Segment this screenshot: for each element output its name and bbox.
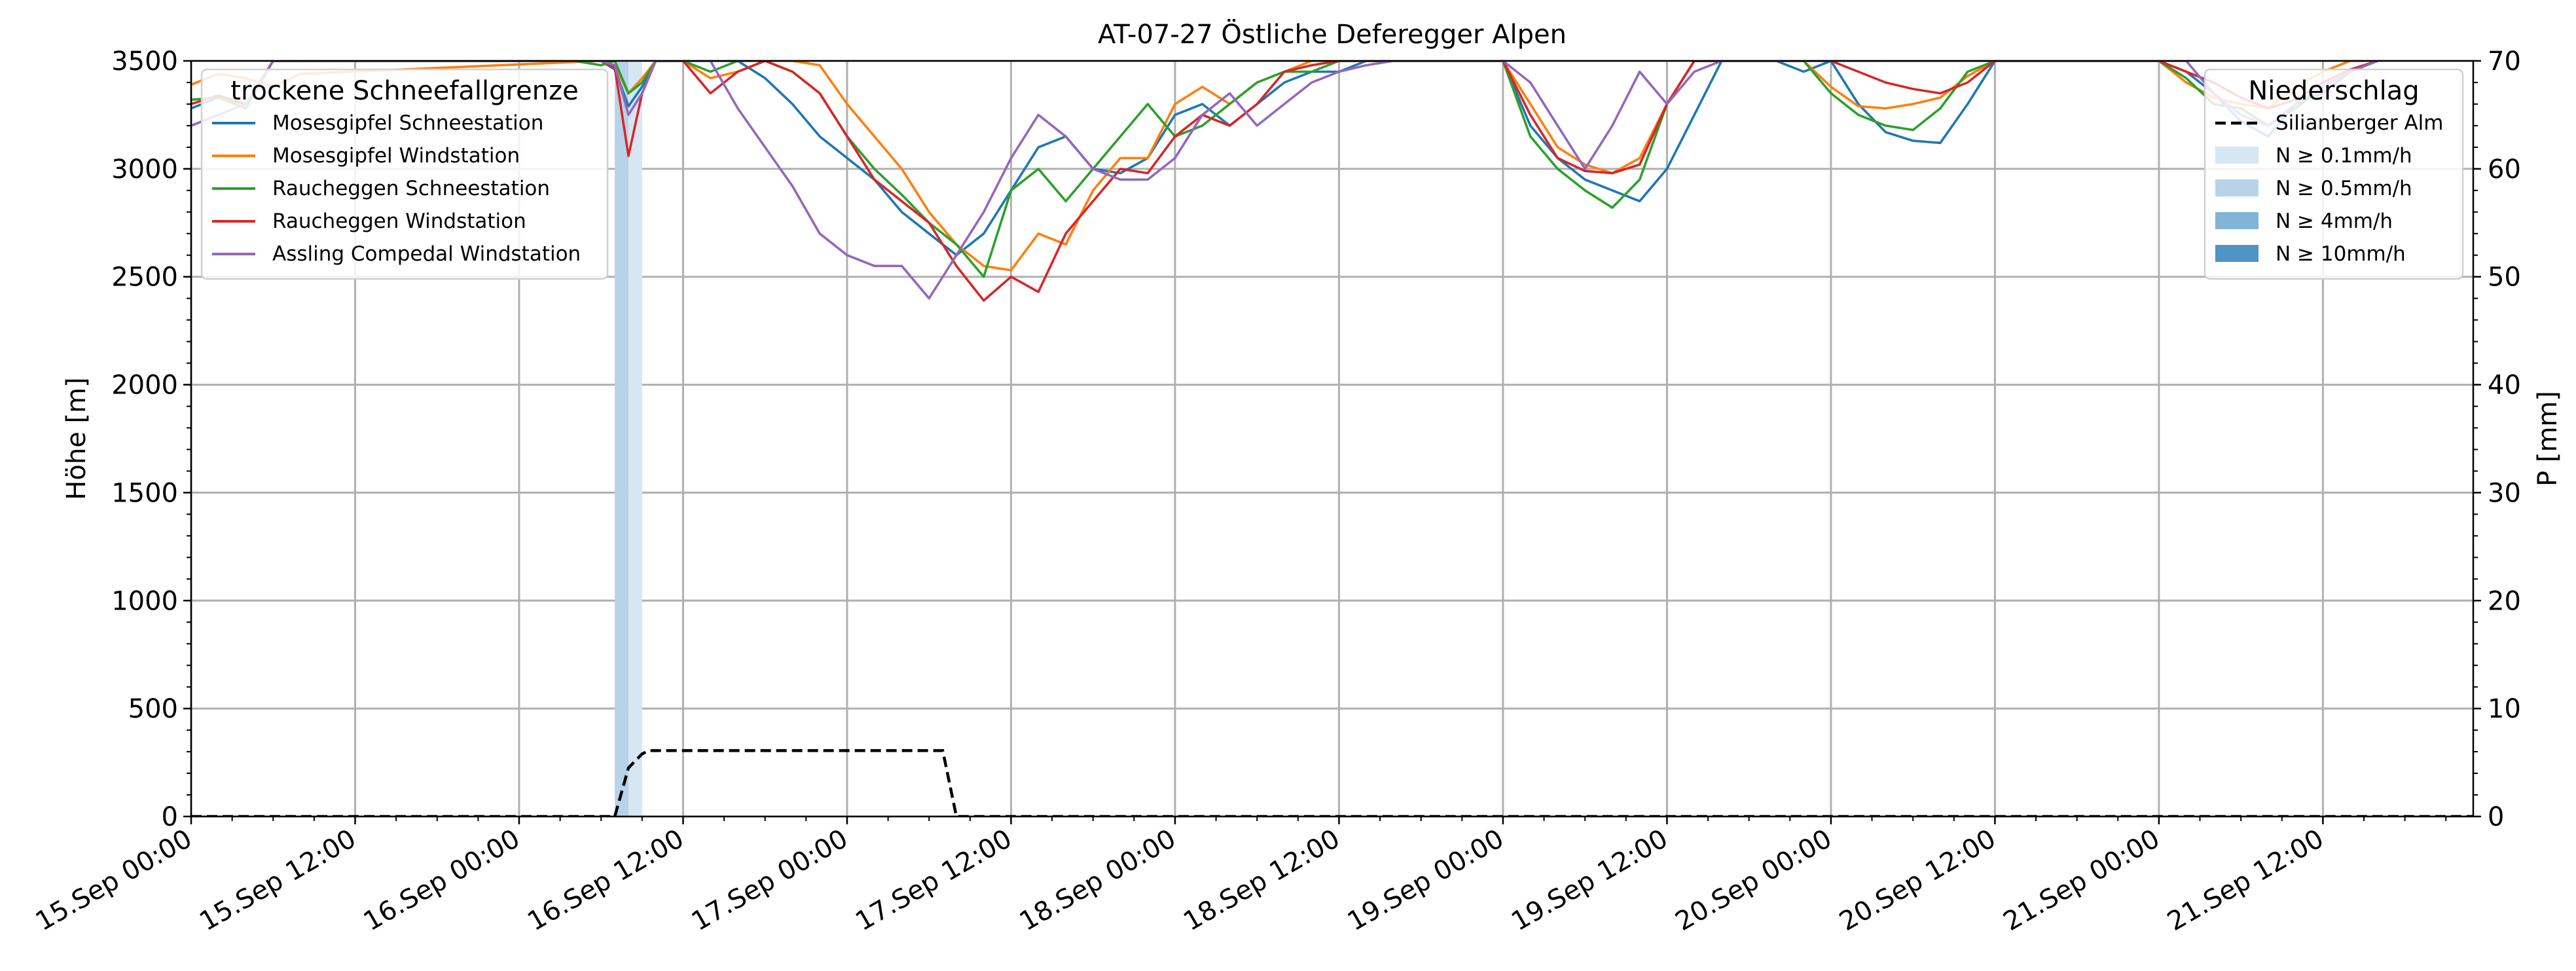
x-tick-label: 16.Sep 12:00 — [522, 824, 689, 937]
legend-entry: Assling Compedal Windstation — [272, 242, 581, 266]
y-axis-label-right: P [mm] — [2533, 391, 2563, 486]
legend-entry: Mosesgipfel Schneestation — [272, 111, 543, 135]
y-tick-label-left: 1000 — [111, 586, 178, 616]
x-tick-label: 19.Sep 00:00 — [1343, 824, 1509, 937]
y-tick-label-left: 2000 — [111, 371, 178, 401]
legend-snowline: trockene Schneefallgrenze Mosesgipfel Sch… — [200, 68, 609, 280]
legend-entry: Raucheggen Windstation — [272, 210, 526, 233]
legend-precipitation: Niederschlag Silianberger Alm N ≥ 0.1mm/h N… — [2204, 68, 2464, 280]
legend-box — [2204, 68, 2464, 280]
legend-swatch — [2215, 179, 2259, 196]
y-tick-label-right: 20 — [2488, 586, 2521, 616]
legend-entry: Mosesgipfel Windstation — [272, 144, 520, 168]
legend-title: trockene Schneefallgrenze — [230, 76, 578, 106]
x-tick-label: 18.Sep 00:00 — [1015, 824, 1181, 937]
y-tick-label-left: 2500 — [111, 263, 178, 293]
legend-entry: N ≥ 10mm/h — [2276, 242, 2406, 266]
plot-series — [191, 61, 2473, 816]
x-tick-label: 21.Sep 12:00 — [2162, 824, 2329, 937]
y-tick-label-left: 3500 — [111, 46, 178, 77]
x-tick-label: 16.Sep 00:00 — [359, 824, 525, 937]
legend-entry: Silianberger Alm — [2276, 111, 2443, 135]
x-tick-label: 21.Sep 00:00 — [1999, 824, 2165, 937]
y-tick-label-left: 0 — [162, 802, 178, 832]
legend-entry: Raucheggen Schneestation — [272, 177, 550, 200]
x-tick-label: 17.Sep 00:00 — [687, 824, 853, 937]
x-tick-label: 15.Sep 00:00 — [31, 824, 197, 937]
y-tick-label-right: 40 — [2488, 371, 2521, 401]
precip-line — [191, 749, 2473, 816]
legend-entry: N ≥ 0.5mm/h — [2276, 177, 2412, 200]
y-axis-label-left: Höhe [m] — [62, 377, 92, 500]
x-tick-label: 15.Sep 12:00 — [194, 824, 361, 937]
series-line — [191, 61, 2378, 272]
legend-swatch — [2215, 212, 2259, 229]
y-tick-label-right: 30 — [2488, 478, 2521, 508]
x-tick-label: 20.Sep 12:00 — [1834, 824, 2001, 937]
legend-box — [200, 68, 609, 280]
y-tick-label-left: 1500 — [111, 478, 178, 508]
y-tick-label-right: 0 — [2488, 802, 2504, 832]
precip-band — [615, 61, 628, 816]
legend-title: Niederschlag — [2248, 76, 2419, 106]
y-tick-label-left: 500 — [128, 694, 178, 724]
x-tick-label: 20.Sep 00:00 — [1671, 824, 1837, 937]
y-tick-label-right: 50 — [2488, 263, 2521, 293]
legend-entry: N ≥ 0.1mm/h — [2276, 144, 2412, 168]
y-tick-label-left: 3000 — [111, 155, 178, 185]
y-tick-label-right: 10 — [2488, 694, 2521, 724]
plot-frame — [190, 60, 2475, 818]
series-line — [191, 61, 2378, 257]
series-line — [191, 61, 2378, 300]
x-tick-label: 19.Sep 12:00 — [1506, 824, 1673, 937]
y-tick-label-right: 60 — [2488, 155, 2521, 185]
chart-title: AT-07-27 Östliche Deferegger Alpen — [1098, 18, 1567, 50]
legend-swatch — [2215, 147, 2259, 164]
x-tick-label: 17.Sep 12:00 — [850, 824, 1017, 937]
x-tick-label: 18.Sep 12:00 — [1178, 824, 1345, 937]
legend-entry: N ≥ 4mm/h — [2276, 210, 2393, 233]
precip-band — [628, 61, 642, 816]
series-line — [191, 61, 2378, 278]
legend-swatch — [2215, 245, 2259, 262]
y-tick-label-right: 70 — [2488, 46, 2521, 77]
precip-bands — [615, 61, 642, 816]
